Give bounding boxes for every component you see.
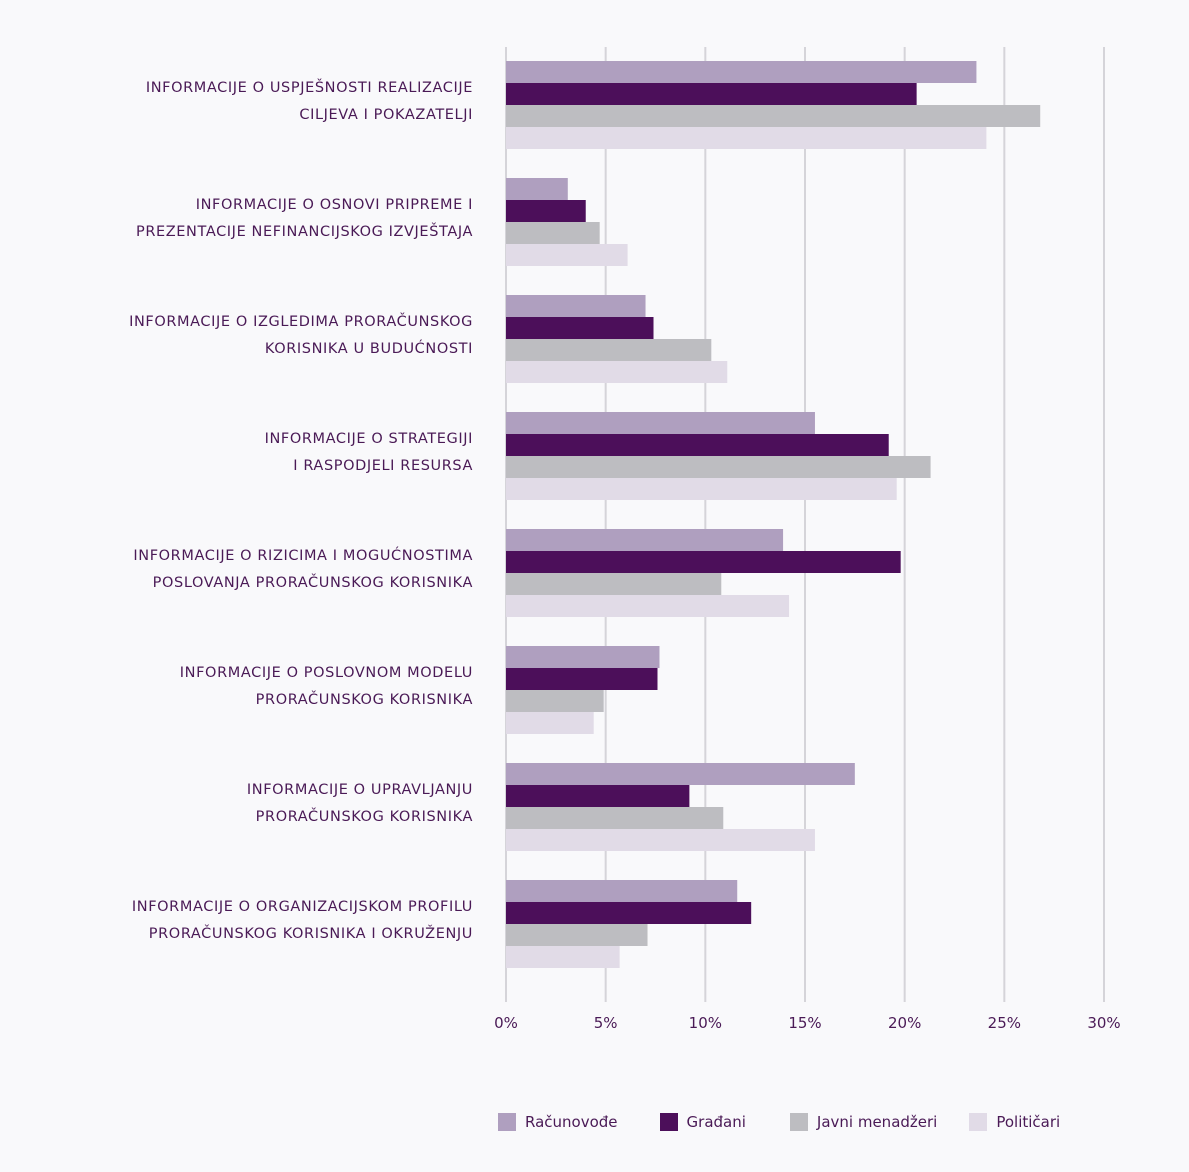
bar <box>506 646 660 668</box>
bar <box>506 339 712 361</box>
category-label: INFORMACIJE O USPJEŠNOSTI REALIZACIJE CIL… <box>53 75 473 129</box>
legend-label: Računovođe <box>525 1113 618 1131</box>
bar <box>506 924 648 946</box>
bar <box>506 573 722 595</box>
category-label: INFORMACIJE O STRATEGIJI I RASPODJELI RES… <box>53 426 473 480</box>
category-label-line: INFORMACIJE O UPRAVLJANJU <box>246 782 473 798</box>
category-label-line: POSLOVANJA PRORAČUNSKOG KORISNIKA <box>152 575 473 591</box>
category-label-line: INFORMACIJE O ORGANIZACIJSKOM PROFILU <box>131 899 473 915</box>
bar <box>506 763 855 785</box>
legend-item: Građani <box>659 1113 746 1131</box>
category-label-line: INFORMACIJE O USPJEŠNOSTI REALIZACIJE <box>145 80 473 96</box>
bar <box>506 595 790 617</box>
bar <box>506 478 897 500</box>
category-label-line: KORISNIKA U BUDUĆNOSTI <box>264 341 473 357</box>
category-label: INFORMACIJE O UPRAVLJANJU PRORAČUNSKOG KO… <box>53 777 473 831</box>
bar <box>506 412 815 434</box>
legend: Računovođe Građani Javni menadžeri Političa… <box>498 1112 1060 1132</box>
x-tick-label: 0% <box>494 1014 518 1032</box>
bar <box>506 105 1041 127</box>
bar <box>506 200 586 222</box>
bar <box>506 178 568 200</box>
legend-item: Javni menadžeri <box>789 1113 938 1131</box>
bar <box>506 551 901 573</box>
category-label-line: CILJEVA I POKAZATELJI <box>299 107 473 123</box>
legend-item: Političari <box>969 1113 1060 1131</box>
category-label-line: INFORMACIJE O RIZICIMA I MOGUĆNOSTIMA <box>133 548 473 564</box>
bar <box>506 61 977 83</box>
bar <box>506 946 620 968</box>
x-tick-label: 20% <box>888 1014 921 1032</box>
category-label: INFORMACIJE O OSNOVI PRIPREME I PREZENTAC… <box>53 192 473 246</box>
bar <box>506 434 889 456</box>
bar <box>506 222 600 244</box>
bar <box>506 83 917 105</box>
x-tick-label: 5% <box>594 1014 618 1032</box>
bar <box>506 785 690 807</box>
legend-item: Računovođe <box>498 1113 618 1131</box>
category-label-line: INFORMACIJE O OSNOVI PRIPREME I <box>195 197 473 213</box>
bar <box>506 529 784 551</box>
bar <box>506 456 931 478</box>
category-label: INFORMACIJE O RIZICIMA I MOGUĆNOSTIMA POS… <box>53 543 473 597</box>
category-label-line: PREZENTACIJE NEFINANCIJSKOG IZVJEŠTAJA <box>135 224 473 240</box>
legend-swatch <box>498 1113 516 1131</box>
bar <box>506 127 987 149</box>
x-tick-label: 10% <box>689 1014 722 1032</box>
x-tick-label: 15% <box>788 1014 821 1032</box>
category-label-line: INFORMACIJE O STRATEGIJI <box>264 431 473 447</box>
legend-label: Javni menadžeri <box>816 1113 938 1131</box>
category-label-line: INFORMACIJE O IZGLEDIMA PRORAČUNSKOG <box>129 314 473 330</box>
category-label: INFORMACIJE O POSLOVNOM MODELU PRORAČUNSK… <box>53 660 473 714</box>
legend-label: Političari <box>996 1113 1061 1131</box>
bar <box>506 829 815 851</box>
category-label-line: PRORAČUNSKOG KORISNIKA I OKRUŽENJU <box>148 926 473 942</box>
bar <box>506 902 752 924</box>
bar <box>506 361 728 383</box>
legend-swatch <box>969 1113 988 1131</box>
bar <box>506 880 738 902</box>
category-label-line: PRORAČUNSKOG KORISNIKA <box>255 809 473 825</box>
x-tick-label: 30% <box>1087 1014 1120 1032</box>
bar <box>506 317 654 339</box>
category-label-line: INFORMACIJE O POSLOVNOM MODELU <box>179 665 473 681</box>
category-label-line: I RASPODJELI RESURSA <box>293 458 473 474</box>
legend-swatch <box>789 1113 808 1131</box>
bar <box>506 807 724 829</box>
bar <box>506 712 594 734</box>
category-label-line: PRORAČUNSKOG KORISNIKA <box>255 692 473 708</box>
legend-swatch <box>659 1113 678 1131</box>
bar <box>506 668 658 690</box>
legend-label: Građani <box>686 1113 746 1131</box>
bar <box>506 295 646 317</box>
x-tick-label: 25% <box>988 1014 1021 1032</box>
bar <box>506 244 628 266</box>
category-label: INFORMACIJE O ORGANIZACIJSKOM PROFILU PRO… <box>53 894 473 948</box>
category-label: INFORMACIJE O IZGLEDIMA PRORAČUNSKOG KORI… <box>53 309 473 363</box>
bar <box>506 690 604 712</box>
